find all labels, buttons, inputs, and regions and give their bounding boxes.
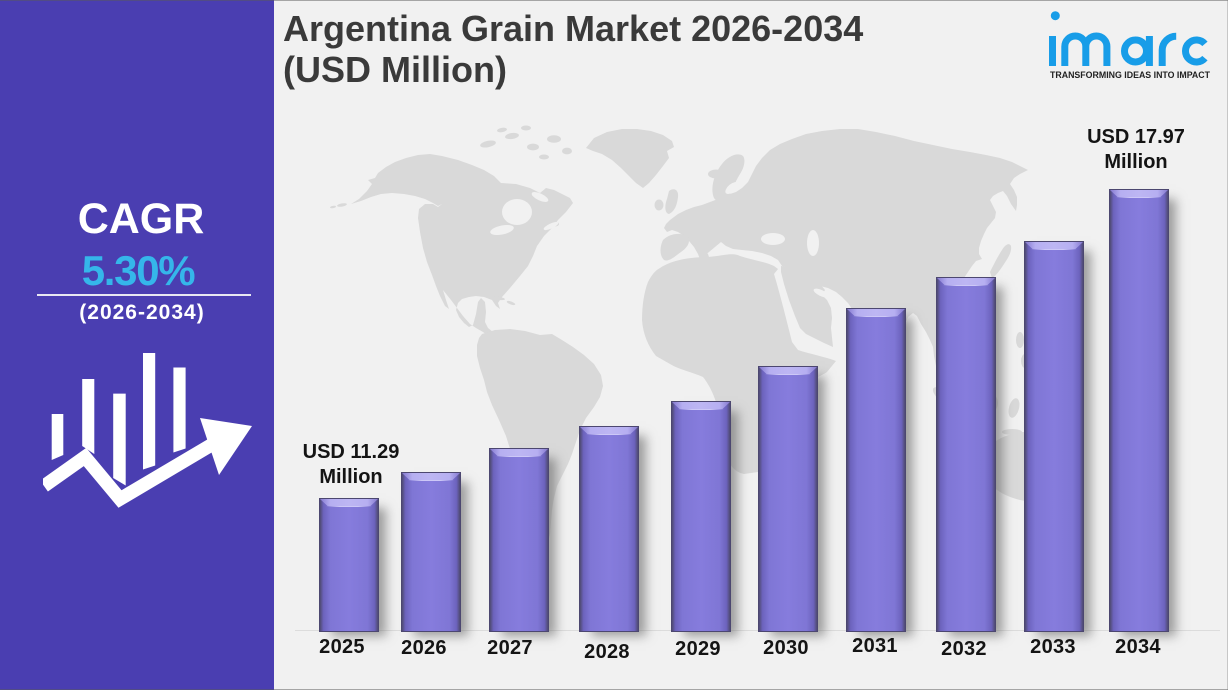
svg-text:TRANSFORMING IDEAS INTO IMPACT: TRANSFORMING IDEAS INTO IMPACT	[1050, 70, 1210, 80]
